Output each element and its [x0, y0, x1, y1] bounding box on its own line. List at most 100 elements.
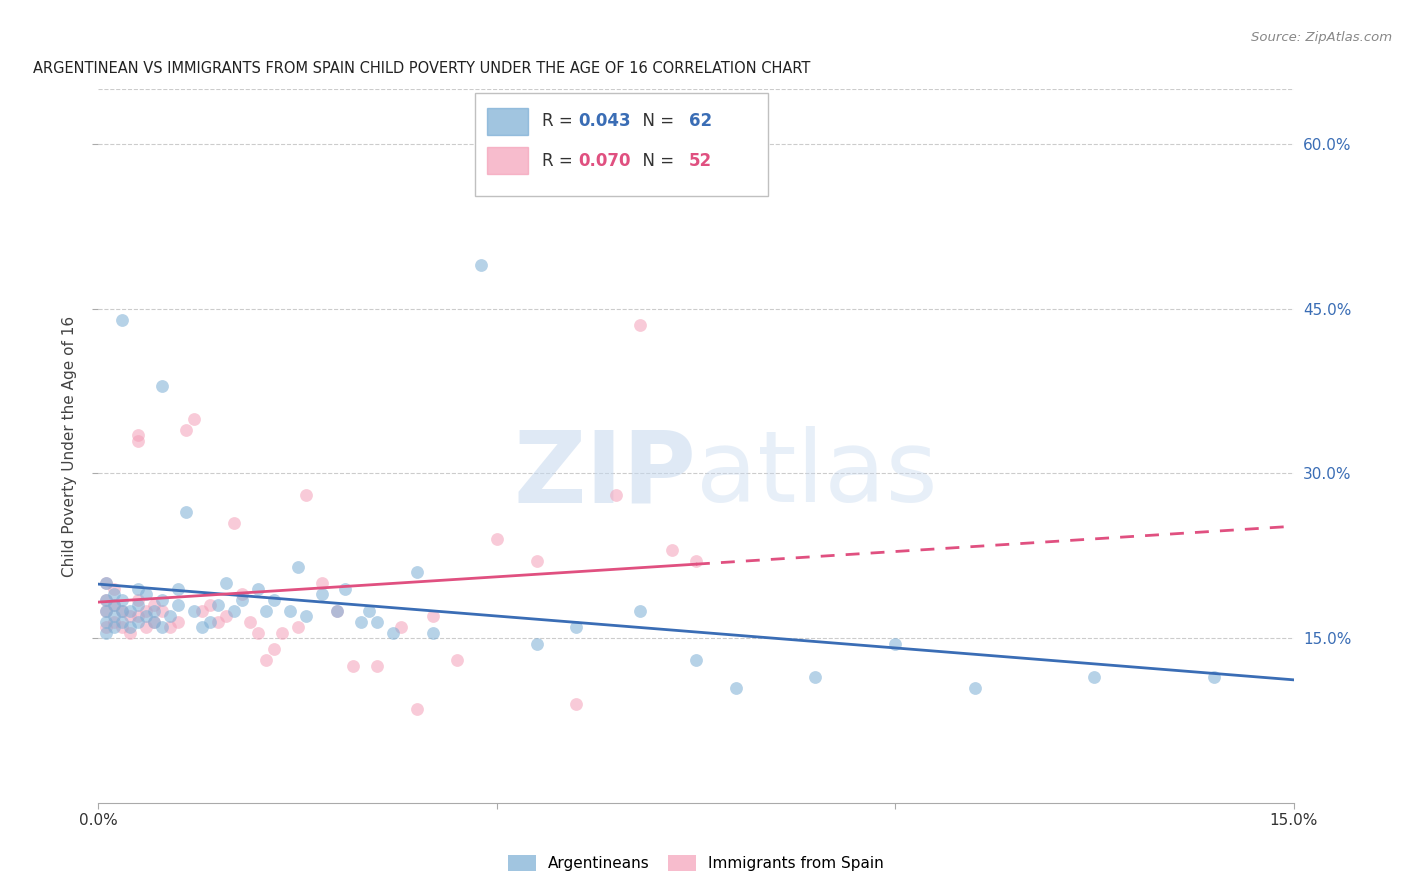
Text: R =: R = — [543, 152, 578, 169]
Point — [103, 615, 125, 629]
FancyBboxPatch shape — [486, 147, 527, 174]
Point — [406, 702, 429, 716]
Point — [1202, 669, 1225, 683]
Point — [1083, 669, 1105, 683]
Point — [167, 582, 190, 596]
Point — [191, 620, 214, 634]
Point — [127, 434, 149, 448]
Point — [222, 604, 245, 618]
Point — [135, 620, 157, 634]
Point — [207, 615, 229, 629]
Point — [526, 554, 548, 568]
Text: ZIP: ZIP — [513, 426, 696, 523]
Point — [111, 620, 134, 634]
Point — [628, 604, 651, 618]
Point — [287, 620, 309, 634]
Point — [127, 592, 149, 607]
Point — [183, 604, 205, 618]
Text: R =: R = — [543, 112, 578, 130]
Point — [111, 604, 134, 618]
Point — [96, 625, 118, 640]
Point — [111, 312, 134, 326]
Point — [150, 592, 173, 607]
Point — [183, 411, 205, 425]
Point — [565, 620, 588, 634]
Point — [127, 428, 149, 442]
Point — [103, 609, 125, 624]
Point — [884, 637, 907, 651]
Point — [135, 609, 157, 624]
Point — [565, 697, 588, 711]
Point — [96, 620, 118, 634]
Point — [96, 576, 118, 591]
Point — [294, 609, 316, 624]
Point — [174, 505, 197, 519]
Point — [804, 669, 827, 683]
Point — [96, 592, 118, 607]
Point — [215, 576, 238, 591]
Y-axis label: Child Poverty Under the Age of 16: Child Poverty Under the Age of 16 — [62, 316, 77, 576]
Point — [159, 609, 181, 624]
Point — [191, 604, 214, 618]
Point — [382, 625, 405, 640]
Point — [335, 582, 357, 596]
FancyBboxPatch shape — [486, 108, 527, 135]
Point — [263, 592, 285, 607]
Point — [311, 576, 333, 591]
Point — [135, 587, 157, 601]
Text: ARGENTINEAN VS IMMIGRANTS FROM SPAIN CHILD POVERTY UNDER THE AGE OF 16 CORRELATI: ARGENTINEAN VS IMMIGRANTS FROM SPAIN CHI… — [32, 61, 810, 76]
Point — [628, 318, 651, 333]
Point — [685, 554, 707, 568]
Point — [724, 681, 747, 695]
Text: 0.070: 0.070 — [578, 152, 630, 169]
Point — [96, 604, 118, 618]
Point — [246, 625, 269, 640]
Point — [366, 658, 388, 673]
Point — [422, 625, 444, 640]
Point — [406, 566, 429, 580]
FancyBboxPatch shape — [475, 93, 768, 196]
Point — [103, 582, 125, 596]
Point — [111, 592, 134, 607]
Point — [326, 604, 349, 618]
Point — [143, 598, 166, 612]
Point — [111, 604, 134, 618]
Point — [96, 576, 118, 591]
Point — [422, 609, 444, 624]
Text: 0.043: 0.043 — [578, 112, 630, 130]
Point — [263, 642, 285, 657]
Point — [143, 604, 166, 618]
Point — [222, 516, 245, 530]
Point — [150, 378, 173, 392]
Point — [143, 615, 166, 629]
Point — [150, 620, 173, 634]
Legend: Argentineans, Immigrants from Spain: Argentineans, Immigrants from Spain — [502, 849, 890, 877]
Point — [111, 615, 134, 629]
Point — [350, 615, 373, 629]
Point — [215, 609, 238, 624]
Point — [685, 653, 707, 667]
Point — [231, 592, 253, 607]
Point — [96, 615, 118, 629]
Point — [342, 658, 364, 673]
Point — [246, 582, 269, 596]
Text: 52: 52 — [689, 152, 713, 169]
Point — [167, 598, 190, 612]
Point — [326, 604, 349, 618]
Point — [485, 533, 508, 547]
Point — [239, 615, 262, 629]
Point — [198, 598, 221, 612]
Point — [366, 615, 388, 629]
Point — [270, 625, 292, 640]
Point — [120, 604, 142, 618]
Point — [254, 604, 277, 618]
Text: N =: N = — [631, 112, 679, 130]
Point — [198, 615, 221, 629]
Text: N =: N = — [631, 152, 679, 169]
Point — [120, 625, 142, 640]
Point — [127, 598, 149, 612]
Point — [167, 615, 190, 629]
Point — [661, 543, 683, 558]
Point — [287, 559, 309, 574]
Point — [103, 598, 125, 612]
